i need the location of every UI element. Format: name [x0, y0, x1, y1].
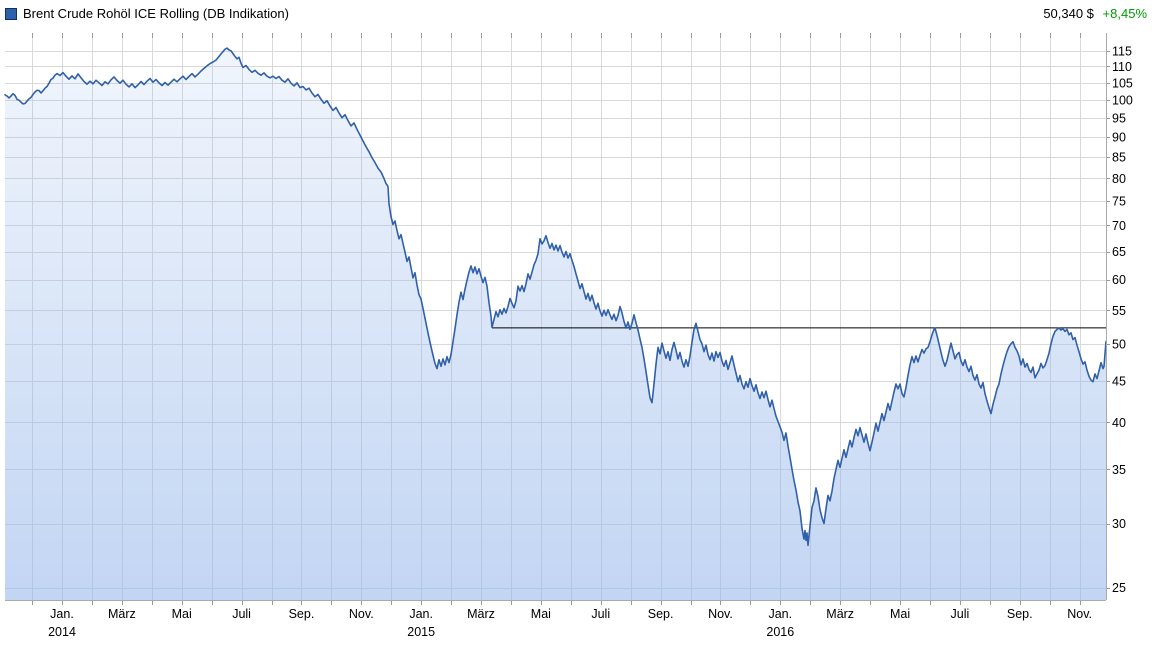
y-tick-label: 70	[1112, 219, 1126, 233]
chart-title: Brent Crude Rohöl ICE Rolling (DB Indika…	[23, 6, 289, 21]
x-tick-label: Sep.	[648, 607, 674, 621]
y-axis-labels: 115 110 105 100 95 90 85 80 75 70 65 60 55 50 45 40 35 30…	[1112, 44, 1133, 595]
x-tick-label: Nov.	[1067, 607, 1092, 621]
x-tick-label: Sep.	[289, 607, 315, 621]
y-tick-label: 95	[1112, 112, 1126, 126]
series-legend-square-icon	[5, 7, 17, 20]
chart-header: Brent Crude Rohöl ICE Rolling (DB Indika…	[0, 0, 1152, 30]
last-price: 50,340 $	[1043, 6, 1094, 21]
x-tick-label: März	[108, 607, 136, 621]
x-tick-label: Juli	[232, 607, 251, 621]
y-tick-label: 85	[1112, 151, 1126, 165]
y-tick-label: 40	[1112, 416, 1126, 430]
x-tick-label: Mai	[531, 607, 551, 621]
y-tick-label: 25	[1112, 581, 1126, 595]
x-tick-label: Nov.	[708, 607, 733, 621]
y-tick-label: 110	[1112, 60, 1132, 74]
x-tick-label: Jan.	[768, 607, 792, 621]
x-tick-label: März	[467, 607, 495, 621]
x-tick-label: Jan.	[409, 607, 433, 621]
price-line	[4, 47, 1107, 547]
area-fill	[5, 48, 1106, 601]
chart-legend: Brent Crude Rohöl ICE Rolling (DB Indika…	[5, 6, 289, 21]
y-tick-label: 55	[1112, 304, 1126, 318]
price-change-percent: +8,45%	[1102, 6, 1147, 21]
x-tick-label: Juli	[951, 607, 970, 621]
y-tick-label: 90	[1112, 131, 1126, 145]
x-tick-label: Juli	[591, 607, 610, 621]
x-tick-label: Mai	[172, 607, 192, 621]
y-tick-label: 50	[1112, 337, 1126, 351]
x-year-label: 2016	[766, 625, 794, 639]
x-tick-label: März	[826, 607, 854, 621]
y-tick-label: 115	[1112, 44, 1132, 58]
y-tick-label: 45	[1112, 374, 1126, 388]
y-tick-label: 60	[1112, 273, 1126, 287]
y-tick-label: 30	[1112, 517, 1126, 531]
y-tick-label: 65	[1112, 245, 1126, 259]
y-tick-label: 105	[1112, 76, 1133, 90]
y-tick-label: 75	[1112, 195, 1126, 209]
x-tick-label: Nov.	[349, 607, 374, 621]
y-tick-label: 100	[1112, 94, 1133, 108]
x-tick-label: Sep.	[1007, 607, 1033, 621]
price-readout: 50,340 $ +8,45%	[1043, 6, 1147, 21]
x-year-label: 2015	[407, 625, 435, 639]
x-axis-labels: Jan. März Mai Juli Sep. Nov. Jan. März Mai Juli Se…	[48, 607, 1092, 639]
y-tick-label: 35	[1112, 463, 1126, 477]
x-tick-label: Mai	[890, 607, 910, 621]
x-year-label: 2014	[48, 625, 76, 639]
y-tick-label: 80	[1112, 172, 1126, 186]
x-tick-label: Jan.	[50, 607, 74, 621]
